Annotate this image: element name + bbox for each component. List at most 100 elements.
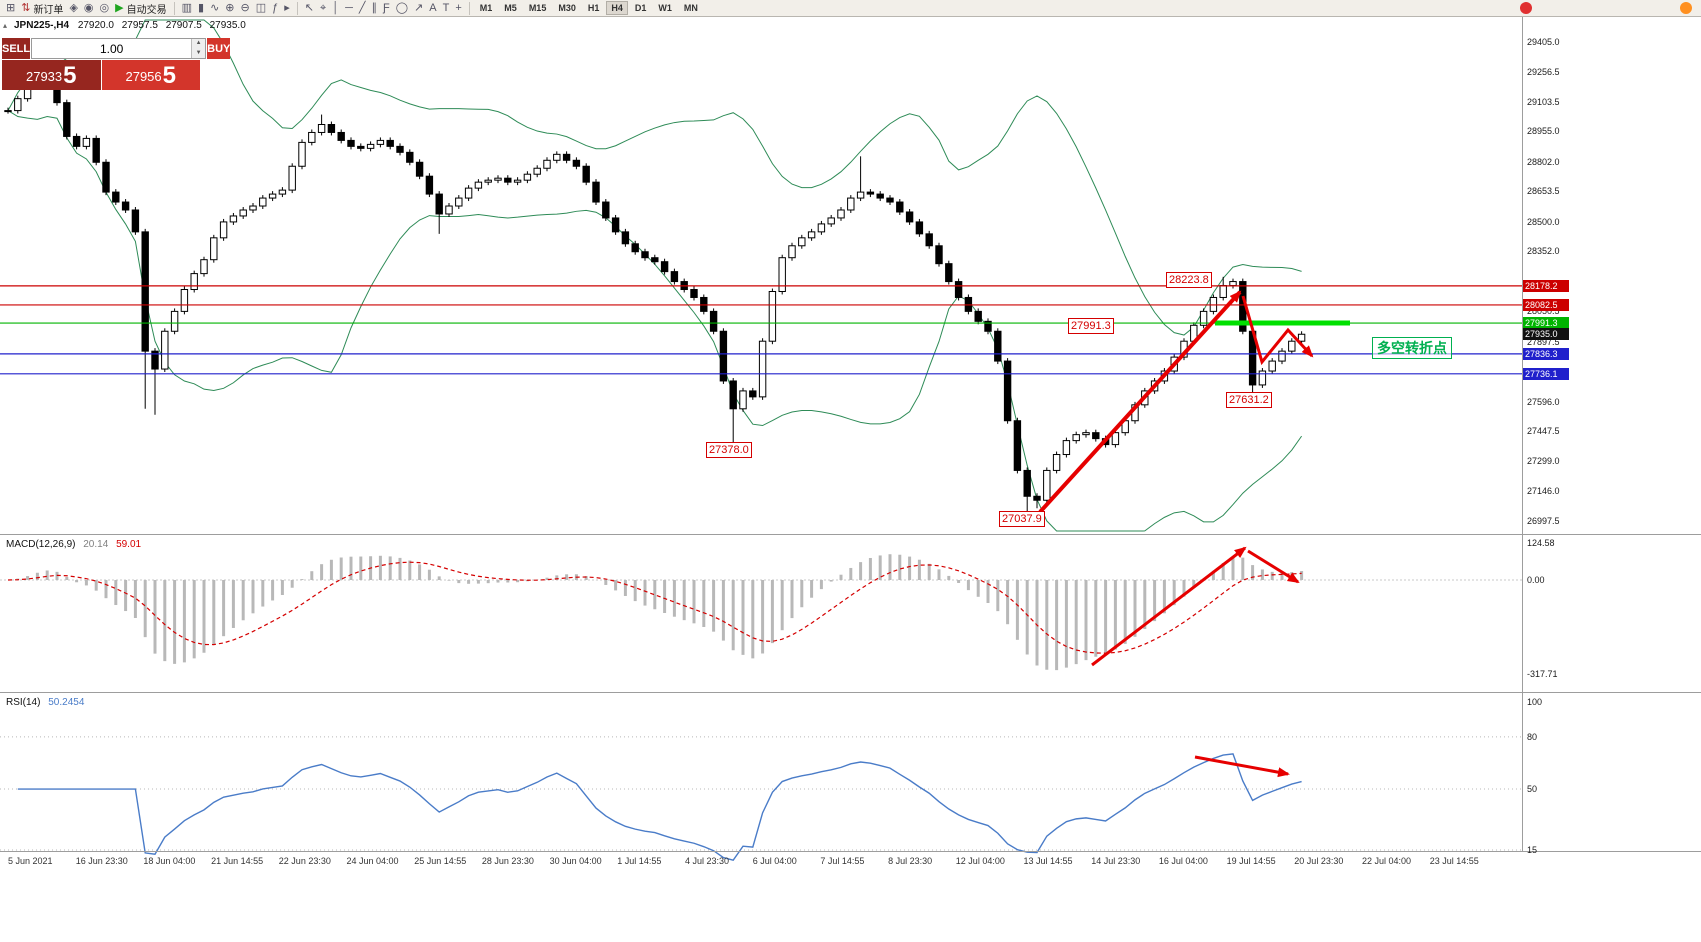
trendline-icon: ╱ [358,1,366,14]
symbol-title: JPN225-,H4 [14,20,70,31]
arrows-button[interactable]: ↗ [411,1,426,16]
volume-box: ▲ ▼ [31,38,207,59]
panel-separator[interactable] [0,692,1701,693]
autotrading-button-label: 自动交易 [126,4,167,16]
candlestick-chart-button[interactable]: ▮ [195,1,207,16]
timeframe-mn-button[interactable]: MN [683,3,698,13]
timeframe-m15-button[interactable]: M15 [528,3,547,13]
volume-spinner: ▲ ▼ [191,39,206,58]
volume-down-button[interactable]: ▼ [192,48,206,58]
metaeditor-button[interactable]: ◈ [66,1,80,16]
drawn-arrows[interactable] [1038,290,1314,778]
price-callout[interactable]: 28223.8 [1166,272,1212,288]
vertical-line-button[interactable]: │ [329,1,342,16]
price-callout[interactable]: 27378.0 [706,442,752,458]
buy-price-main: 27956 [125,69,162,84]
cycle-lines-button[interactable]: + [452,1,464,16]
autotrading-button[interactable]: ▶ 自动交易 [112,1,169,16]
rsi-indicator-label: RSI(14) 50.2454 [6,697,84,708]
new-chart-button[interactable]: ⊞ [3,1,18,16]
chart-shift-icon: ▸ [284,1,290,14]
zoom-in-button[interactable]: ⊕ [222,1,237,16]
turning-point-note[interactable]: 多空转折点 [1372,337,1452,359]
cursor-button[interactable]: ↖ [302,1,317,16]
one-click-trade-panel: SELL ▲ ▼ BUY 27933 5 27956 5 [2,38,231,90]
shapes-icon: ◯ [395,1,409,14]
trend-arrow[interactable] [1247,549,1300,584]
text-icon: A [429,1,437,14]
bar-low: 27907.5 [165,20,202,31]
panel-separator [0,851,1701,852]
chat-button[interactable]: ◉ [81,1,97,16]
timeframe-m30-button[interactable]: M30 [558,3,576,13]
price-callout[interactable]: 27991.3 [1068,318,1114,334]
buy-button[interactable]: BUY [207,38,231,59]
alert-icon[interactable] [1520,2,1532,14]
trend-arrow[interactable] [1038,290,1242,514]
new-order-button[interactable]: ⇅ 新订单 [18,1,66,16]
price-level-lines[interactable] [0,285,1522,375]
toolbar: ⊞ ⇅ 新订单 ◈ ◉ ◎ ▶ 自动交易 ▥ ▮ ∿ ⊕ ⊖ ◫ ƒ ▸ ↖ ⌖ │ ─ ╱ ∥ Ƒ ◯ ↗ A T + M1 M5 M15… [0,0,1701,17]
trend-arrow[interactable] [1091,546,1247,667]
cursor-icon: ↖ [304,1,314,14]
toolbar-items: ⊞ ⇅ 新订单 ◈ ◉ ◎ ▶ 自动交易 ▥ ▮ ∿ ⊕ ⊖ ◫ ƒ ▸ ↖ ⌖ │ ─ ╱ ∥ Ƒ ◯ ↗ A T + M1 M5 M15… [3,0,704,16]
panel-separator[interactable] [0,534,1701,535]
fibonacci-button[interactable]: Ƒ [380,1,393,16]
sell-button[interactable]: SELL [2,38,31,59]
shapes-button[interactable]: ◯ [393,1,411,16]
metaeditor-icon: ◈ [69,1,78,14]
chat-icon: ◉ [83,1,94,14]
price-scale-separator [1522,17,1523,852]
autotrading-icon: ▶ [115,1,124,14]
community-button[interactable]: ◎ [97,1,113,16]
indicators-button[interactable]: ƒ [269,1,281,16]
timeframe-m5-button[interactable]: M5 [504,3,517,13]
line-chart-icon: ∿ [210,1,220,14]
macd-value-signal: 59.01 [116,539,142,550]
volume-up-button[interactable]: ▲ [192,39,206,49]
candles [4,65,1306,513]
timeframe-h4-button[interactable]: H4 [606,1,628,15]
timeframe-m1-button[interactable]: M1 [479,3,493,13]
collapse-panel-icon[interactable]: ▴ [3,21,8,30]
vertical-line-icon: │ [332,1,340,14]
trend-arrow[interactable] [1241,295,1314,366]
zoom-out-button[interactable]: ⊖ [238,1,253,16]
chart-shift-button[interactable]: ▸ [281,1,293,16]
toolbar-separator [468,1,470,15]
price-callout[interactable]: 27631.2 [1226,392,1272,408]
trendline-button[interactable]: ╱ [356,1,369,16]
macd-name: MACD(12,26,9) [6,539,76,550]
timeframe-d1-button[interactable]: D1 [634,3,647,13]
trend-arrow[interactable] [1194,755,1290,778]
line-chart-button[interactable]: ∿ [207,1,222,16]
bar-close: 27935.0 [209,20,246,31]
fibonacci-icon: Ƒ [383,1,390,14]
sell-price[interactable]: 27933 5 [2,60,101,90]
symbol-bar: JPN225-,H4 27920.0 27957.5 27907.5 27935… [14,20,251,31]
new-order-button-label: 新订单 [33,4,64,16]
crosshair-button[interactable]: ⌖ [317,1,329,16]
text-button[interactable]: A [426,1,439,16]
volume-input[interactable] [32,39,192,58]
price-callout[interactable]: 27037.9 [999,511,1045,527]
cycle-lines-icon: + [455,1,462,14]
toolbar-separator [173,1,175,15]
rsi-value: 50.2454 [48,697,85,708]
timeframe-w1-button[interactable]: W1 [658,3,672,13]
community-icon: ◎ [99,1,110,14]
toolbar-separator [296,1,298,15]
sell-price-fraction: 5 [63,62,77,89]
buy-price[interactable]: 27956 5 [101,60,200,90]
tile-windows-button[interactable]: ◫ [253,1,269,16]
horizontal-line-button[interactable]: ─ [342,1,356,16]
text-label-button[interactable]: T [440,1,453,16]
text-label-icon: T [442,1,450,14]
bar-chart-button[interactable]: ▥ [179,1,195,16]
new-order-icon: ⇅ [21,1,31,14]
channel-button[interactable]: ∥ [369,1,381,16]
news-badge-icon[interactable] [1680,2,1692,14]
timeframe-h1-button[interactable]: H1 [587,3,600,13]
